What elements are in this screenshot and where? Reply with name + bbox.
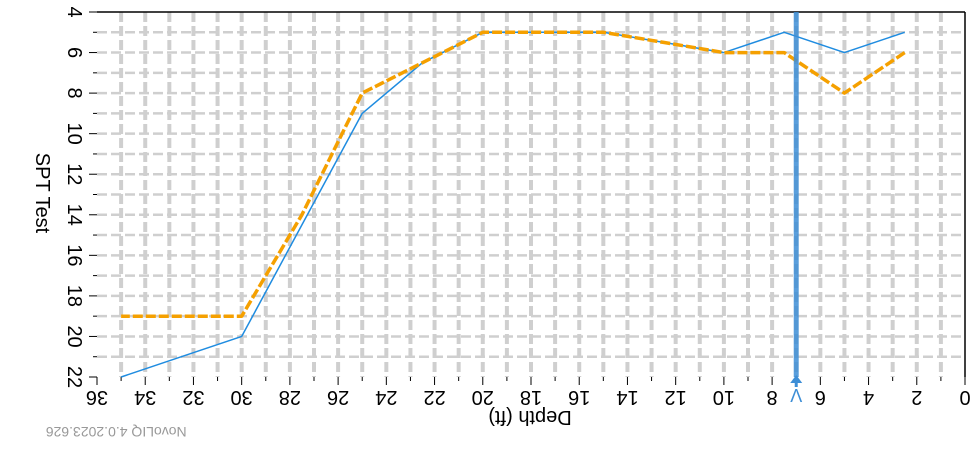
x-tick-label: 6 xyxy=(815,386,826,408)
x-tick-label: 10 xyxy=(713,386,735,408)
x-tick-label: 12 xyxy=(665,386,687,408)
axes xyxy=(89,11,966,385)
y-tick-label: 14 xyxy=(63,204,85,226)
x-tick-label: 24 xyxy=(375,386,397,408)
y-tick-label: 6 xyxy=(63,47,85,58)
x-tick-label: 32 xyxy=(182,386,204,408)
x-tick-label: 0 xyxy=(959,386,970,408)
x-tick-label: 22 xyxy=(423,386,445,408)
y-tick-label: 10 xyxy=(63,123,85,145)
y-axis-title: SPT Test xyxy=(31,153,53,234)
x-tick-label: 28 xyxy=(279,386,301,408)
x-tick-label: 8 xyxy=(767,386,778,408)
depth-marker: V xyxy=(790,12,802,405)
x-tick-label: 14 xyxy=(616,386,638,408)
x-tick-label: 36 xyxy=(86,386,108,408)
x-tick-label: 18 xyxy=(520,386,542,408)
x-tick-label: 20 xyxy=(472,386,494,408)
x-tick-label: 34 xyxy=(134,386,156,408)
marker-arrow-icon xyxy=(790,375,803,383)
y-tick-label: 8 xyxy=(63,88,85,99)
marker-label: V xyxy=(790,385,802,405)
y-tick-label: 16 xyxy=(63,244,85,266)
version-footer: NovoLIQ 4.0.2023.626 xyxy=(46,424,187,440)
x-tick-label: 4 xyxy=(863,386,874,408)
y-tick-label: 18 xyxy=(63,285,85,307)
tick-labels: 0246810121416182022242628303234364681012… xyxy=(63,6,971,408)
series-line-2 xyxy=(121,30,906,318)
x-tick-label: 26 xyxy=(327,386,349,408)
y-tick-label: 4 xyxy=(63,6,85,17)
y-tick-label: 22 xyxy=(63,366,85,388)
y-tick-label: 20 xyxy=(63,325,85,347)
grid xyxy=(97,12,965,377)
series-line-1 xyxy=(120,31,905,378)
x-tick-label: 2 xyxy=(911,386,922,408)
x-axis-title: Depth (ft) xyxy=(488,406,571,428)
x-tick-label: 30 xyxy=(231,386,253,408)
series-layer xyxy=(120,30,906,378)
x-tick-label: 16 xyxy=(568,386,590,408)
y-tick-label: 12 xyxy=(63,163,85,185)
